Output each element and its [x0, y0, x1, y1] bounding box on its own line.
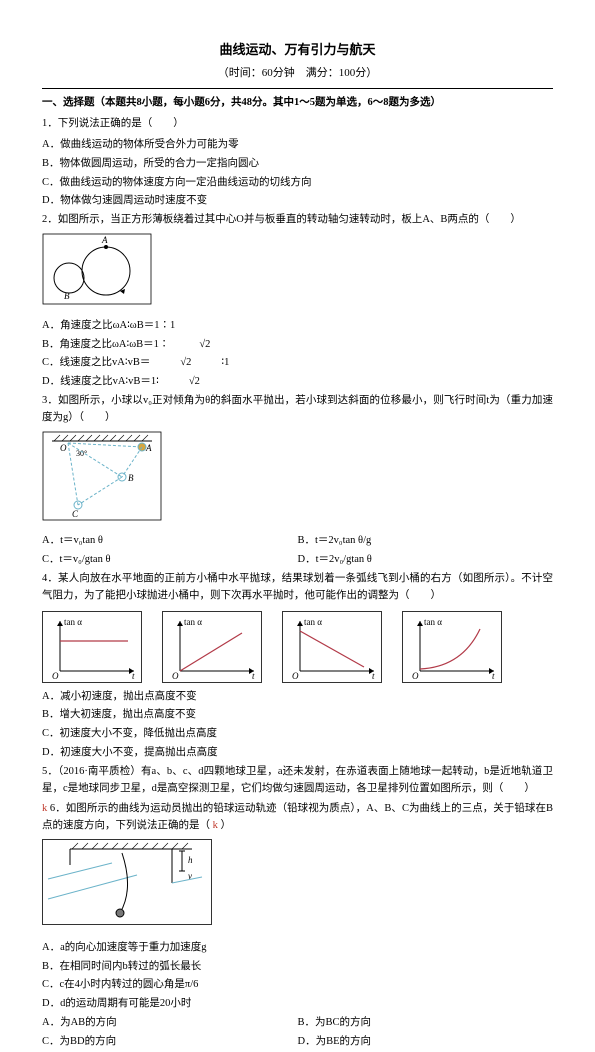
- q6-optC: C．为BD的方向: [42, 1034, 298, 1051]
- q1-text: 下列说法正确的是（ ）: [58, 118, 184, 129]
- page-title-1: 曲线运动、万有引力与航天: [42, 40, 553, 61]
- fig6-h: h: [188, 855, 193, 865]
- chartA-O: O: [52, 671, 59, 681]
- q5-text: （2016·南平质检）有a、b、c、d四颗地球卫星，a还未发射，在赤道表面上随地…: [42, 766, 553, 794]
- question-4: 4．某人向放在水平地面的正前方小桶中水平抛球，结果球划着一条弧线飞到小桶的右方（…: [42, 571, 553, 605]
- chartA-ylabel: tan α: [64, 617, 82, 627]
- q6-optB: B．为BC的方向: [298, 1015, 554, 1032]
- q6-redmark: k: [213, 820, 218, 831]
- question-6: k 6．如图所示的曲线为运动员抛出的铅球运动轨迹（铅球视为质点），A、B、C为曲…: [42, 801, 553, 835]
- fig6-v: v: [188, 871, 192, 881]
- q6-opts: A．为AB的方向 B．为BC的方向 C．为BD的方向 D．为BE的方向: [42, 1015, 553, 1052]
- q4-num: 4．: [42, 573, 58, 584]
- chartC-ylabel: tan α: [304, 617, 322, 627]
- q2-num: 2．: [42, 214, 58, 225]
- fig2-svg: A B: [42, 233, 152, 305]
- q4-optC: C．初速度大小不变，降低抛出点高度: [42, 726, 553, 743]
- q1-optB: B．物体做圆周运动，所受的合力一定指向圆心: [42, 156, 553, 173]
- q2-optC: C．线速度之比vA∶vB＝√2∶1: [42, 355, 553, 372]
- q4-optB: B．增大初速度，抛出点高度不变: [42, 707, 553, 724]
- question-1: 1．下列说法正确的是（ ）: [42, 116, 553, 133]
- section-1-head: 一、选择题（本题共8小题，每小题6分，共48分。其中1～5题为单选，6～8题为多…: [42, 95, 553, 112]
- q2-optA: A．角速度之比ωA∶ωB＝1∶1: [42, 318, 553, 335]
- q6-num: 6．: [50, 803, 66, 814]
- chartB-ylabel: tan α: [184, 617, 202, 627]
- q5-optA: A．a的向心加速度等于重力加速度g: [42, 940, 553, 957]
- q5-optC: C．c在4小时内转过的圆心角是π/6: [42, 977, 553, 994]
- q6-optD: D．为BE的方向: [298, 1034, 554, 1051]
- q6-optA: A．为AB的方向: [42, 1015, 298, 1032]
- q4-optD: D．初速度大小不变，提高抛出点高度: [42, 745, 553, 762]
- q4-charts: tan α O t tan α O t tan α O t tan α O t: [42, 611, 553, 683]
- q1-optC: C．做曲线运动的物体速度方向一定沿曲线运动的切线方向: [42, 175, 553, 192]
- fig3-svg: O 30° A B C: [42, 431, 162, 521]
- q6-post: ）: [221, 820, 232, 831]
- q3-num: 3．: [42, 395, 58, 406]
- fig3-A: A: [145, 443, 152, 453]
- q5-optB: B．在相同时间内b转过的弧长最长: [42, 959, 553, 976]
- chartB-O: O: [172, 671, 179, 681]
- q3-text: 如图所示，小球以v₀正对倾角为θ的斜面水平抛出，若小球到达斜面的位移最小，则飞行…: [42, 395, 553, 423]
- q3-optC: C．t＝v₀/gtan θ: [42, 552, 298, 569]
- chartD-O: O: [412, 671, 419, 681]
- q3-optA: A．t＝v₀tan θ: [42, 533, 298, 550]
- q4-text: 某人向放在水平地面的正前方小桶中水平抛球，结果球划着一条弧线飞到小桶的右方（如图…: [42, 573, 553, 601]
- q6-pre: 如图所示的曲线为运动员抛出的铅球运动轨迹（铅球视为质点），A、B、C为曲线上的三…: [42, 803, 553, 831]
- fig3-C: C: [72, 509, 79, 519]
- q3-optB: B．t＝2v₀tan θ/g: [298, 533, 554, 550]
- question-3: 3．如图所示，小球以v₀正对倾角为θ的斜面水平抛出，若小球到达斜面的位移最小，则…: [42, 393, 553, 427]
- q6-redmark-left: k: [42, 803, 47, 814]
- fig2-label-A: A: [101, 235, 108, 245]
- divider: [42, 88, 553, 89]
- chartD-ylabel: tan α: [424, 617, 442, 627]
- chartC-O: O: [292, 671, 299, 681]
- q5-optD: D．d的运动周期有可能是20小时: [42, 996, 553, 1013]
- q4-optA: A．减小初速度，抛出点高度不变: [42, 689, 553, 706]
- figure-2: A B: [42, 233, 553, 312]
- q2-text: 如图所示，当正方形薄板绕着过其中心O并与板垂直的转动轴匀速转动时，板上A、B两点…: [58, 214, 521, 225]
- figure-3: O 30° A B C: [42, 431, 553, 528]
- fig3-O: O: [60, 443, 67, 453]
- question-5: 5．（2016·南平质检）有a、b、c、d四颗地球卫星，a还未发射，在赤道表面上…: [42, 764, 553, 798]
- q4-chart-A: tan α O t: [42, 611, 142, 683]
- q2-optB: B．角速度之比ωA∶ωB＝1∶√2: [42, 337, 553, 354]
- page-title-2: （时间：60分钟 满分：100分）: [42, 65, 553, 83]
- q1-optD: D．物体做匀速圆周运动时速度不变: [42, 193, 553, 210]
- q1-num: 1．: [42, 118, 58, 129]
- figure-6: h v: [42, 839, 553, 932]
- q4-chart-C: tan α O t: [282, 611, 382, 683]
- fig3-B: B: [128, 473, 134, 483]
- q4-chart-D: tan α O t: [402, 611, 502, 683]
- q2-optD: D．线速度之比vA∶vB＝1∶√2: [42, 374, 553, 391]
- q1-optA: A．做曲线运动的物体所受合外力可能为零: [42, 137, 553, 154]
- q3-opts: A．t＝v₀tan θ B．t＝2v₀tan θ/g C．t＝v₀/gtan θ…: [42, 533, 553, 571]
- fig6-svg: h v: [42, 839, 212, 925]
- q4-chart-B: tan α O t: [162, 611, 262, 683]
- question-2: 2．如图所示，当正方形薄板绕着过其中心O并与板垂直的转动轴匀速转动时，板上A、B…: [42, 212, 553, 229]
- q3-optD: D．t＝2v₀/gtan θ: [298, 552, 554, 569]
- fig2-label-B: B: [64, 291, 70, 301]
- q5-num: 5．: [42, 766, 58, 777]
